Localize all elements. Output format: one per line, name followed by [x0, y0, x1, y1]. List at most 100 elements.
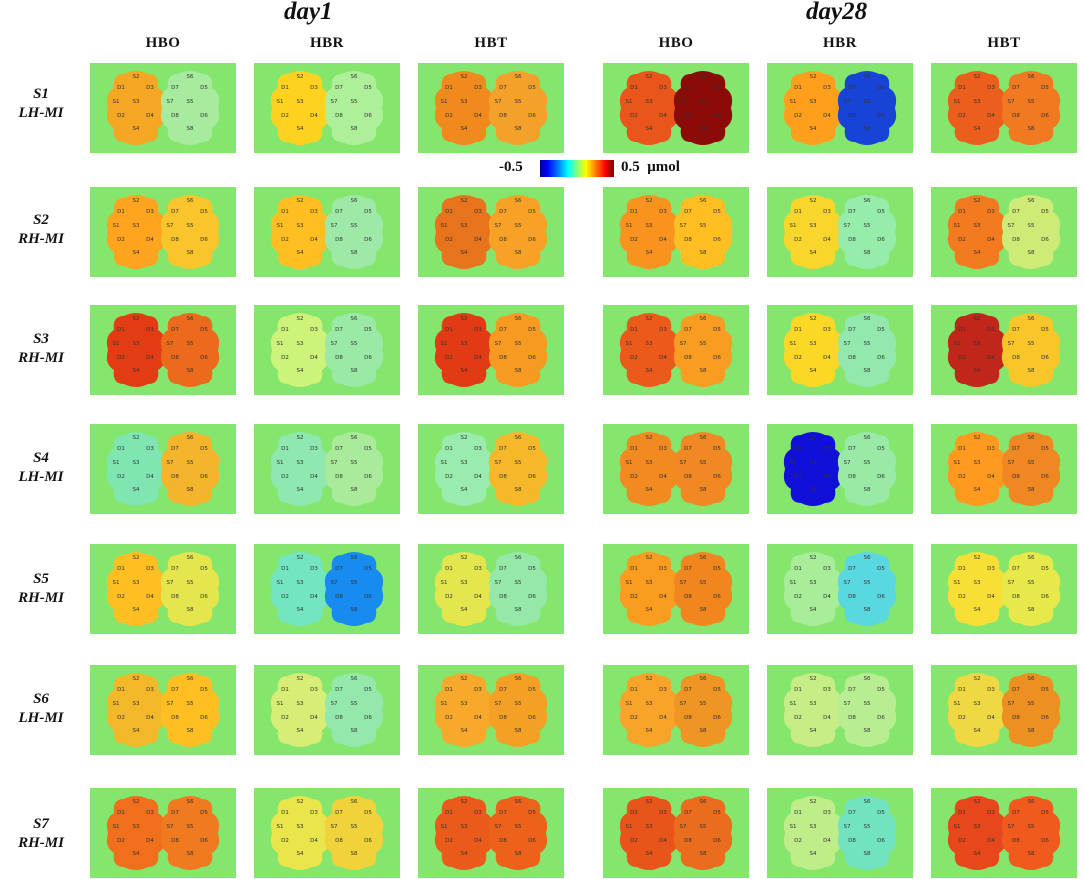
panel-s3-day28-hbt: S2 D1 D3 S1 S3 D2 D4 S4 S6 D7 D5 S7 S5 D8 D6 S8: [931, 305, 1077, 395]
channel-label: S5: [351, 701, 358, 707]
col-header-day28-hbr: HBR: [822, 35, 857, 51]
panel-s2-day28-hbr: S2 D1 D3 S1 S3 D2 D4 S4 S6 D7 D5 S7 S5 D8 D6 S8: [767, 187, 913, 277]
channel-label: D6: [877, 474, 885, 480]
channel-label: D7: [171, 810, 179, 816]
topography-map: S2 D1 D3 S1 S3 D2 D4 S4 S6 D7 D5 S7 S5 D8 D6 S8: [619, 552, 733, 626]
channel-label: D3: [146, 566, 154, 572]
channel-label: D6: [713, 838, 721, 844]
channel-label: S2: [974, 198, 981, 204]
channel-label: S5: [1028, 341, 1035, 347]
channel-label: D2: [958, 474, 966, 480]
channel-label: D8: [335, 113, 343, 119]
channel-label: D4: [310, 715, 318, 721]
channel-label: S5: [700, 580, 707, 586]
channel-label: S8: [700, 487, 707, 493]
channel-label: D8: [848, 113, 856, 119]
channel-label: S3: [297, 701, 304, 707]
channel-label: S1: [113, 824, 120, 830]
channel-label: D6: [364, 355, 372, 361]
channel-label: S1: [626, 580, 633, 586]
channel-label: S2: [133, 316, 140, 322]
topography-map: S2 D1 D3 S1 S3 D2 D4 S4 S6 D7 D5 S7 S5 D8 D6 S8: [434, 195, 548, 269]
channel-label: D7: [1012, 209, 1020, 215]
channel-label: D1: [630, 566, 638, 572]
channel-label: S5: [187, 580, 194, 586]
right-hemisphere-map: [160, 552, 220, 626]
panel-s4-day28-hbt: S2 D1 D3 S1 S3 D2 D4 S4 S6 D7 D5 S7 S5 D8 D6 S8: [931, 424, 1077, 514]
right-hemisphere-map: [837, 796, 897, 870]
channel-label: S1: [277, 824, 284, 830]
topography-map: S2 D1 D3 S1 S3 D2 D4 S4 S6 D7 D5 S7 S5 D8 D6 S8: [434, 313, 548, 387]
channel-label: D1: [794, 85, 802, 91]
topography-map: S2 D1 D3 S1 S3 D2 D4 S4 S6 D7 D5 S7 S5 D8 D6 S8: [270, 432, 384, 506]
channel-label: D7: [171, 446, 179, 452]
channel-label: S7: [844, 460, 851, 466]
channel-label: D4: [987, 715, 995, 721]
panel-s4-day1-hbr: S2 D1 D3 S1 S3 D2 D4 S4 S6 D7 D5 S7 S5 D8 D6 S8: [254, 424, 400, 514]
channel-label: D6: [528, 594, 536, 600]
left-hemisphere-map: [947, 195, 1007, 269]
channel-label: D2: [630, 355, 638, 361]
topography-map: S2 D1 D3 S1 S3 D2 D4 S4 S6 D7 D5 S7 S5 D8 D6 S8: [783, 673, 897, 747]
channel-label: S8: [864, 126, 871, 132]
row-label-s3: S3 RH-MI: [0, 330, 82, 368]
topography-map: S2 D1 D3 S1 S3 D2 D4 S4 S6 D7 D5 S7 S5 D8 D6 S8: [270, 71, 384, 145]
channel-label: S2: [297, 316, 304, 322]
right-hemisphere-map: [160, 673, 220, 747]
channel-label: D7: [848, 810, 856, 816]
channel-label: S8: [700, 250, 707, 256]
channel-label: S1: [626, 824, 633, 830]
left-hemisphere-map: [619, 195, 679, 269]
right-hemisphere-map: [488, 195, 548, 269]
channel-label: S4: [297, 851, 304, 857]
channel-label: D2: [281, 113, 289, 119]
channel-label: D1: [794, 209, 802, 215]
channel-label: S5: [515, 460, 522, 466]
channel-label: S6: [187, 555, 194, 561]
right-hemisphere-map: [1001, 195, 1061, 269]
right-hemisphere-map: [488, 313, 548, 387]
channel-label: S4: [974, 728, 981, 734]
left-hemisphere-map: [947, 796, 1007, 870]
channel-label: D2: [117, 594, 125, 600]
channel-label: D5: [713, 327, 721, 333]
channel-label: S2: [974, 435, 981, 441]
channel-label: D7: [684, 446, 692, 452]
channel-label: S8: [187, 126, 194, 132]
channel-label: D1: [117, 327, 125, 333]
colorbar-unit: μmol: [647, 159, 680, 175]
channel-label: S3: [133, 824, 140, 830]
channel-label: D5: [713, 85, 721, 91]
right-hemisphere-map: [837, 432, 897, 506]
channel-label: D2: [117, 113, 125, 119]
channel-label: D3: [146, 85, 154, 91]
topography-map: S2 D1 D3 S1 S3 D2 D4 S4 S6 D7 D5 S7 S5 D8 D6 S8: [947, 313, 1061, 387]
channel-label: S4: [297, 368, 304, 374]
channel-label: S3: [297, 99, 304, 105]
topography-map: S2 D1 D3 S1 S3 D2 D4 S4 S6 D7 D5 S7 S5 D8 D6 S8: [619, 796, 733, 870]
channel-label: D2: [630, 838, 638, 844]
channel-label: D3: [310, 566, 318, 572]
channel-label: D6: [1041, 474, 1049, 480]
channel-label: D3: [823, 687, 831, 693]
channel-label: D2: [630, 474, 638, 480]
left-hemisphere-map: [619, 796, 679, 870]
channel-label: D4: [987, 838, 995, 844]
channel-label: D6: [1041, 838, 1049, 844]
left-hemisphere-map: [434, 432, 494, 506]
channel-label: S1: [113, 701, 120, 707]
left-hemisphere-map: [270, 432, 330, 506]
channel-label: D2: [281, 838, 289, 844]
channel-label: D4: [474, 594, 482, 600]
channel-label: S7: [495, 824, 502, 830]
channel-label: D2: [630, 715, 638, 721]
channel-label: S7: [680, 341, 687, 347]
channel-label: D5: [528, 566, 536, 572]
channel-label: D4: [659, 237, 667, 243]
channel-label: D3: [823, 85, 831, 91]
channel-label: S8: [864, 607, 871, 613]
channel-label: S4: [646, 487, 653, 493]
channel-label: D2: [117, 715, 125, 721]
topography-map: S2 D1 D3 S1 S3 D2 D4 S4 S6 D7 D5 S7 S5 D8 D6 S8: [434, 432, 548, 506]
channel-label: D1: [630, 85, 638, 91]
